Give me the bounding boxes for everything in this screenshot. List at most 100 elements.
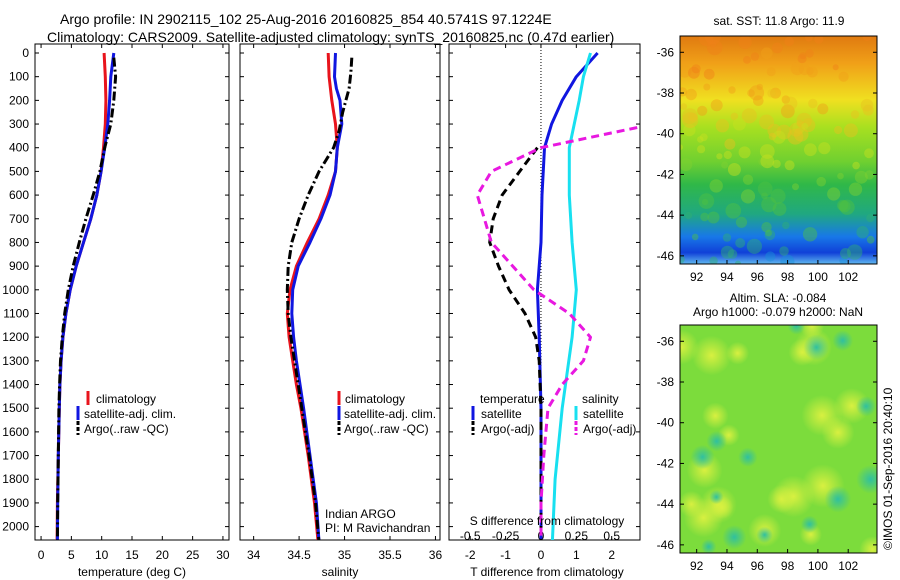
sst-texture-blob: [784, 36, 794, 47]
lon-tick-label: 96: [751, 270, 765, 284]
sst-texture-blob: [738, 36, 752, 49]
legend-temperature-group: temperature: [480, 392, 545, 406]
sst-texture-blob: [682, 112, 699, 129]
depth-tick-label: 1500: [2, 401, 29, 415]
sst-texture-blob: [797, 54, 807, 64]
sla-low-blob: [690, 444, 715, 470]
series-line-salinity-satellite: [550, 52, 592, 540]
sst-texture-blob: [814, 36, 824, 44]
salinity-legend: climatology satellite-adj. clim. Argo(..…: [337, 391, 436, 436]
sla-high-blob: [691, 335, 732, 376]
sst-texture-blob: [720, 245, 735, 259]
sst-texture-blob: [806, 67, 814, 75]
sst-map-title: sat. SST: 11.8 Argo: 11.9: [714, 14, 845, 28]
sst-texture-blob: [764, 229, 776, 241]
sst-texture-blob: [761, 196, 777, 213]
sst-texture-blob: [843, 123, 858, 138]
sst-texture-blob: [691, 64, 701, 74]
lat-tick-label: -40: [657, 127, 675, 141]
sla-low-blob: [722, 525, 747, 550]
sst-texture-blob: [817, 103, 829, 115]
sst-texture-blob: [816, 176, 826, 187]
legend-climatology-label: climatology: [345, 392, 405, 406]
sst-texture-blob: [864, 170, 875, 180]
x-tick-label: 35.5: [378, 548, 402, 562]
temperature-xlabel: temperature (deg C): [78, 565, 186, 579]
series-layer: [475, 51, 640, 540]
temperature-plot: 0 5 10 15 20 25 30: [35, 44, 230, 562]
sst-texture-blob: [738, 146, 751, 159]
sst-texture-blob: [735, 216, 748, 228]
sla-low-blob: [738, 447, 758, 467]
series-line-satellite-adj-clim: [290, 52, 344, 540]
sst-texture-blob: [699, 36, 714, 47]
lat-tick-label: -38: [657, 86, 675, 100]
x-tick-label: 34.5: [287, 548, 311, 562]
x-tick-label: 5: [68, 548, 75, 562]
sst-texture-blob: [703, 83, 711, 91]
sst-texture-blob: [684, 211, 693, 220]
sst-texture-blob: [741, 108, 757, 124]
lat-tick-label: -42: [657, 167, 675, 181]
sst-texture-blob: [782, 221, 790, 230]
lat-tick-label: -46: [657, 249, 675, 263]
sst-texture-blob: [710, 99, 723, 112]
lon-tick-label: 102: [838, 270, 858, 284]
sst-texture-blob: [780, 104, 795, 119]
lat-tick-label: -42: [657, 456, 675, 470]
sst-texture-blob: [688, 112, 698, 122]
sst-texture-blob: [680, 87, 688, 97]
sla-map-frame: [679, 324, 878, 554]
sst-texture-blob: [760, 154, 775, 169]
sla-low-blob: [855, 396, 877, 417]
sst-texture-blob: [772, 130, 786, 144]
sst-texture-blob: [848, 182, 863, 196]
lon-tick-label: 96: [751, 559, 765, 573]
depth-tick-label: 1900: [2, 496, 29, 510]
sst-texture-blob: [680, 158, 693, 171]
depth-tick-label: 1300: [2, 354, 29, 368]
lon-tick-label: 100: [808, 559, 828, 573]
sst-texture-blob: [740, 189, 756, 204]
depth-tick-label: 1200: [2, 330, 29, 344]
sst-texture-blob: [838, 200, 851, 213]
sst-texture-blob: [710, 41, 717, 48]
sst-texture-blob: [699, 133, 708, 142]
x-tick-label: 15: [125, 548, 139, 562]
sst-texture-blob: [704, 36, 721, 45]
sst-texture-blob: [680, 144, 683, 151]
sst-texture-blob: [781, 95, 790, 104]
series-line-temperature-argo-adj: [488, 146, 543, 540]
sst-texture-blob: [761, 192, 768, 200]
sla-low-blob: [856, 464, 877, 494]
sst-texture-blob: [697, 136, 704, 143]
depth-tick-label: 1100: [3, 306, 29, 320]
x-tick-label: -2: [465, 548, 476, 562]
depth-tick-label: 100: [9, 70, 29, 84]
sst-texture-blob: [779, 246, 789, 256]
sla-low-blob: [706, 430, 727, 452]
temperature-panel-frame: [34, 43, 230, 541]
sst-texture-blob: [860, 98, 874, 112]
sst-texture-blob: [854, 170, 868, 184]
legend-argo-label: Argo(..raw -QC): [344, 422, 429, 436]
sst-texture-blob: [804, 143, 817, 157]
sst-texture-blob: [837, 172, 844, 180]
sst-texture-blob: [768, 132, 777, 141]
header-line2: Climatology: CARS2009. Satellite-adjuste…: [47, 29, 614, 45]
sst-texture-blob: [862, 36, 872, 41]
sst-texture-blob: [700, 212, 709, 222]
x-tick-label: 20: [156, 548, 170, 562]
lon-tick-label: 92: [690, 559, 704, 573]
sst-texture-blob: [864, 148, 874, 159]
sst-texture-blob: [730, 112, 739, 121]
sla-low-blob: [756, 526, 773, 544]
depth-tick-label: 800: [9, 235, 29, 249]
s-difference-xlabel: S difference from climatology: [470, 514, 625, 528]
sla-high-blob: [702, 402, 729, 430]
sst-texture-blob: [688, 66, 700, 79]
sst-texture-blob: [789, 122, 803, 137]
series-line-satellite-adj-clim: [55, 52, 116, 540]
sst-texture-blob: [757, 181, 773, 197]
